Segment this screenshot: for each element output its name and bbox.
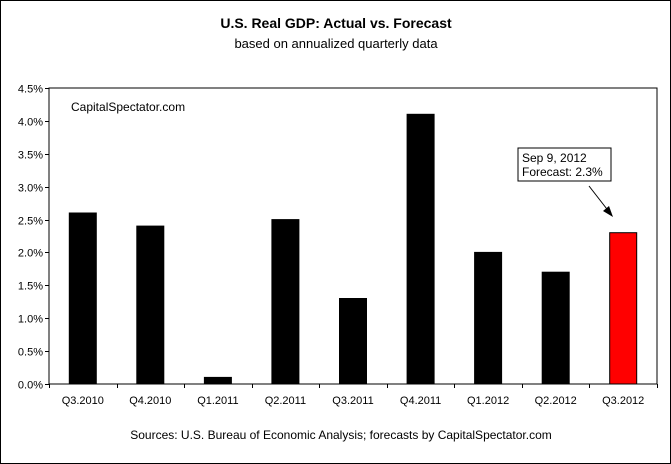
chart-subtitle: based on annualized quarterly data — [234, 36, 438, 51]
y-tick-label: 2.0% — [18, 248, 43, 260]
bar-Q3.2011 — [339, 298, 367, 385]
y-tick-label: 2.5% — [18, 216, 43, 228]
y-tick-label: 3.0% — [18, 183, 43, 195]
y-axis: 0.0% 0.5% 1.0% 1.5% 2.0% 2.5% 3.0% 3.5% 4.0% 4.5% — [18, 84, 49, 392]
x-tick-label: Q3.2010 — [62, 395, 104, 407]
y-tick-label: 0.5% — [18, 347, 43, 359]
x-tick-label: Q4.2011 — [400, 395, 441, 407]
bar-Q2.2011 — [271, 219, 300, 385]
y-tick-label: 4.5% — [18, 84, 43, 96]
x-axis: Q3.2010 Q4.2010 Q1.2011 Q2.2011 Q3.2011 Q4.20… — [49, 384, 658, 407]
bar-Q3.2012 — [609, 232, 638, 385]
x-tick-label: Q2.2012 — [535, 395, 577, 407]
x-tick-label: Q3.2012 — [602, 395, 644, 407]
annotation-box — [517, 147, 612, 182]
annotation-date: Sep 9, 2012 — [522, 151, 587, 165]
annotation-forecast: Forecast: 2.3% — [522, 165, 603, 179]
x-tick-label: Q2.2011 — [265, 395, 306, 407]
x-tick-label: Q1.2011 — [197, 395, 238, 407]
forecast-annotation: Sep 9, 2012 Forecast: 2.3% — [517, 147, 613, 217]
bar-series — [68, 113, 638, 385]
bar-Q4.2010 — [136, 225, 165, 385]
source-note: Sources: U.S. Bureau of Economic Analysi… — [130, 428, 552, 442]
watermark-label: CapitalSpectator.com — [71, 100, 185, 114]
y-tick-label: 0.0% — [18, 380, 43, 392]
x-tick-label: Q4.2010 — [129, 395, 171, 407]
annotation-arrow-head — [603, 206, 613, 217]
bar-Q2.2012 — [541, 271, 570, 385]
x-tick-label: Q1.2012 — [467, 395, 509, 407]
y-tick-label: 3.5% — [18, 150, 43, 162]
bar-Q3.2010 — [68, 212, 97, 385]
bar-Q4.2011 — [406, 113, 435, 385]
y-tick-label: 1.5% — [18, 281, 43, 293]
bar-Q1.2012 — [474, 251, 503, 385]
bar-Q1.2011 — [203, 376, 232, 385]
chart-title: U.S. Real GDP: Actual vs. Forecast — [220, 15, 452, 31]
y-tick-label: 4.0% — [18, 117, 43, 129]
y-tick-label: 1.0% — [18, 314, 43, 326]
x-tick-label: Q3.2011 — [332, 395, 373, 407]
